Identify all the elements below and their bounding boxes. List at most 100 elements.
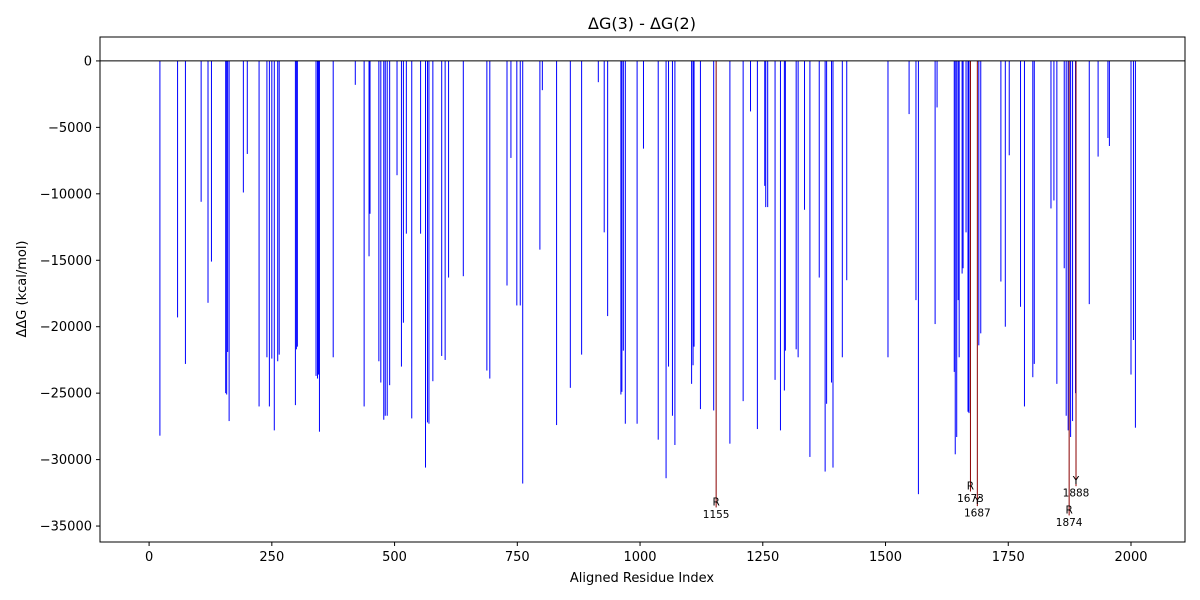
- bar: [962, 60, 964, 269]
- bar: [826, 60, 828, 404]
- bar: [1108, 60, 1110, 146]
- bar: [917, 60, 919, 495]
- bar: [420, 60, 422, 234]
- bar: [177, 60, 179, 318]
- bar: [624, 60, 626, 424]
- bar: [506, 60, 508, 286]
- bar: [908, 60, 910, 115]
- bar: [425, 60, 426, 468]
- bar: [797, 60, 799, 358]
- bar: [691, 60, 693, 384]
- bar: [846, 60, 848, 281]
- bar: [934, 60, 936, 325]
- bar: [332, 60, 334, 358]
- bar: [953, 60, 955, 372]
- bar: [841, 60, 843, 358]
- bar: [318, 60, 320, 432]
- bar: [200, 60, 202, 202]
- bar: [622, 60, 624, 351]
- bar: [887, 60, 889, 358]
- bar: [832, 60, 834, 468]
- x-tick-label: 0: [145, 550, 153, 565]
- y-tick-label: −30000: [40, 453, 92, 468]
- x-axis-label: Aligned Residue Index: [570, 571, 715, 586]
- annotation-residue: R: [967, 481, 974, 493]
- bar: [368, 60, 370, 257]
- highlight-bar: [976, 60, 978, 507]
- bar: [228, 60, 230, 422]
- highlight-bar: [969, 60, 971, 492]
- bar: [448, 60, 450, 278]
- bar: [386, 60, 388, 416]
- bar: [978, 60, 980, 346]
- y-tick-label: −35000: [40, 520, 92, 535]
- bar: [1023, 60, 1025, 407]
- bar: [315, 60, 317, 376]
- bar: [954, 60, 956, 455]
- bar: [1067, 60, 1069, 431]
- bar: [317, 60, 319, 375]
- bar: [699, 60, 701, 410]
- bar: [958, 60, 960, 358]
- bar: [266, 60, 268, 358]
- x-tick-label: 1250: [746, 550, 779, 565]
- bar: [915, 60, 917, 301]
- bar: [957, 60, 959, 301]
- bar: [784, 60, 786, 351]
- highlight-bar: [1068, 60, 1070, 516]
- bar: [779, 60, 781, 431]
- y-tick-label: −10000: [40, 187, 92, 202]
- highlight-bar: [1075, 60, 1077, 487]
- bar: [1033, 60, 1035, 364]
- bar: [316, 60, 318, 379]
- y-tick-label: −25000: [40, 387, 92, 402]
- bar: [1107, 60, 1109, 138]
- bar: [277, 60, 279, 362]
- annotation-residue: Y: [973, 495, 981, 507]
- bar: [184, 60, 186, 364]
- bar: [620, 60, 622, 395]
- bar: [674, 60, 676, 445]
- x-tick-label: 2000: [1114, 550, 1147, 565]
- x-tick-label: 250: [259, 550, 284, 565]
- bar: [380, 60, 382, 383]
- highlight-bar: [715, 60, 717, 508]
- bar: [246, 60, 248, 154]
- bar: [1032, 60, 1034, 378]
- bar: [268, 60, 270, 407]
- bar: [581, 60, 583, 355]
- bar: [522, 60, 524, 484]
- bar: [444, 60, 446, 360]
- bar: [441, 60, 443, 356]
- bar: [1097, 60, 1099, 157]
- bar: [273, 60, 275, 431]
- bar: [642, 60, 644, 149]
- bar: [636, 60, 638, 424]
- bar: [657, 60, 659, 440]
- bar: [294, 60, 296, 406]
- bar: [668, 60, 670, 367]
- x-tick-label: 750: [505, 550, 530, 565]
- bar: [1072, 60, 1074, 422]
- bar: [967, 60, 969, 412]
- bar: [462, 60, 464, 277]
- bar: [756, 60, 758, 430]
- annotation-residue: R: [712, 496, 719, 508]
- y-axis-label: ΔΔG (kcal/mol): [15, 241, 30, 338]
- bar: [750, 60, 752, 112]
- bar: [965, 60, 967, 233]
- bar: [1134, 60, 1136, 428]
- bar: [742, 60, 744, 402]
- bar: [354, 60, 356, 85]
- bar: [295, 60, 297, 350]
- annotation-index: 1687: [964, 508, 991, 520]
- bar: [968, 60, 970, 414]
- bar: [428, 60, 430, 424]
- annotation-index: 1874: [1056, 517, 1083, 529]
- bar: [693, 60, 695, 347]
- bar: [227, 60, 229, 352]
- bar: [603, 60, 605, 233]
- bar: [363, 60, 365, 407]
- bar: [569, 60, 571, 388]
